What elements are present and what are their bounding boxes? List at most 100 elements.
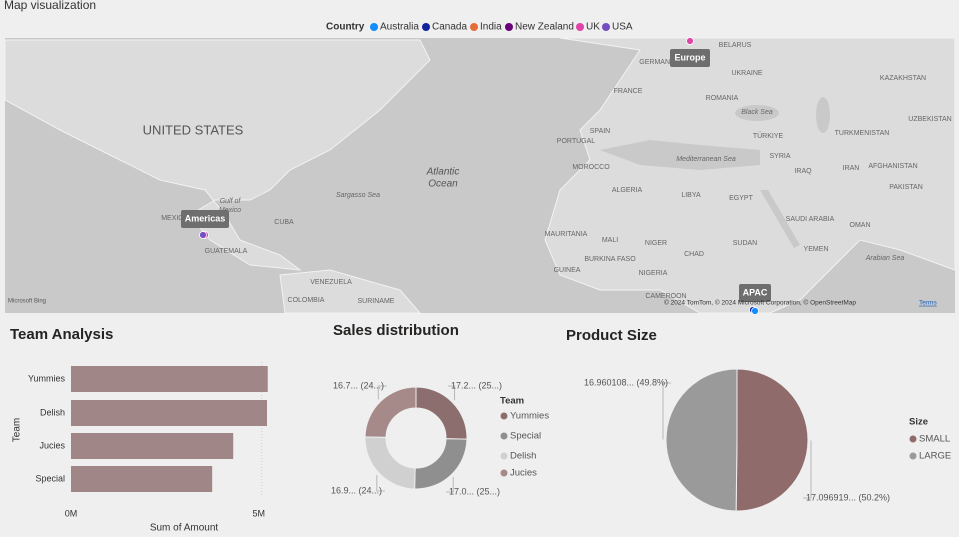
- map-label: PAKISTAN: [889, 184, 923, 191]
- attribution: © 2024 TomTom, © 2024 Microsoft Corporat…: [664, 299, 856, 307]
- map-label: GUATEMALA: [205, 248, 248, 255]
- map-label: Sargasso Sea: [336, 192, 380, 199]
- map-label: ROMANIA: [706, 95, 739, 102]
- legend-marker: [576, 23, 584, 31]
- map-label: BURKINA FASO: [584, 256, 636, 263]
- map-label: OMAN: [850, 222, 871, 229]
- leader-line: [376, 475, 385, 492]
- leader-line: [377, 385, 387, 400]
- map-label: IRAQ: [794, 168, 812, 175]
- data-label: 16.960108... (49.8%): [584, 377, 668, 387]
- legend-label: UK: [586, 22, 600, 33]
- bar: [71, 400, 267, 426]
- map-label: NIGER: [645, 240, 667, 247]
- x-axis-title: Sum of Amount: [150, 523, 219, 534]
- map-point: [751, 307, 759, 315]
- sea: [816, 97, 830, 133]
- chart-title: Sales distribution: [333, 322, 459, 339]
- legend-label: India: [480, 22, 502, 33]
- map-label: UZBEKISTAN: [908, 116, 951, 123]
- y-axis-title: Team: [12, 418, 23, 442]
- map-label: SURINAME: [358, 298, 395, 305]
- y-tick-label: Yummies: [28, 373, 66, 383]
- region-label: APAC: [743, 287, 768, 297]
- segment: [735, 368, 809, 512]
- map-label: Arabian Sea: [865, 255, 905, 262]
- map-label: UNITED STATES: [143, 122, 244, 137]
- legend-marker: [422, 23, 430, 31]
- map-label: GUINEA: [554, 267, 581, 274]
- map-label: Mediterranean Sea: [676, 156, 736, 163]
- attribution: Microsoft Bing: [8, 299, 46, 305]
- data-label: 16.7... (24...): [333, 380, 384, 390]
- map-label: TÜRKIYE: [753, 132, 784, 140]
- legend-label: Jucies: [510, 468, 537, 479]
- region-label: Americas: [185, 213, 226, 223]
- data-label: 16.9... (24...): [331, 485, 382, 495]
- map-label: EGYPT: [729, 195, 753, 202]
- legend-marker: [909, 452, 917, 460]
- map-label: Ocean: [428, 179, 458, 190]
- legend-title: Country: [326, 22, 365, 33]
- y-tick-label: Delish: [40, 407, 65, 417]
- map-label: Black Sea: [741, 109, 773, 116]
- legend-marker: [505, 23, 513, 31]
- region-bubble: [181, 210, 229, 228]
- map-label: UKRAINE: [731, 70, 762, 77]
- legend-title: Team: [500, 396, 524, 407]
- map-label: TURKMENISTAN: [835, 130, 890, 137]
- bar: [71, 433, 234, 459]
- leader-line: [448, 385, 456, 401]
- legend-marker: [500, 469, 508, 477]
- map-label: SUDAN: [733, 240, 758, 247]
- map-label: PORTUGAL: [557, 138, 595, 145]
- map-label: Atlantic: [426, 167, 460, 178]
- attribution-link[interactable]: Terms: [919, 300, 937, 307]
- map-label: AFGHANISTAN: [868, 163, 917, 170]
- x-tick-label: 0M: [65, 508, 78, 518]
- segment: [665, 368, 738, 512]
- legend-label: Canada: [432, 22, 467, 33]
- map-label: YEMEN: [804, 246, 829, 253]
- legend-marker: [500, 432, 508, 440]
- y-tick-label: Jucies: [39, 440, 65, 450]
- x-tick-label: 5M: [252, 508, 265, 518]
- chart-title: Product Size: [566, 327, 657, 344]
- region-bubble: [739, 284, 771, 302]
- map-label: SPAIN: [590, 128, 611, 135]
- map-label: MALI: [602, 237, 618, 244]
- map[interactable]: BELARUS GERMANY UKRAINE KAZAKHSTAN FRANCE ROM…: [4, 37, 956, 315]
- legend-label: LARGE: [919, 451, 951, 462]
- leader-line: [662, 382, 671, 440]
- map-point: [686, 37, 694, 45]
- map-label: SYRIA: [769, 153, 790, 160]
- legend-label: Special: [510, 431, 541, 442]
- map-label: SAUDI ARABIA: [786, 216, 835, 223]
- map-label: MAURITANIA: [545, 231, 588, 238]
- map-label: GERMANY: [639, 59, 675, 66]
- land: [544, 37, 956, 314]
- legend-label: USA: [612, 22, 633, 33]
- map-label: LIBYA: [681, 192, 701, 199]
- sea: [600, 140, 760, 170]
- y-tick-label: Special: [35, 473, 65, 483]
- legend-title: Size: [909, 417, 928, 428]
- legend-marker: [602, 23, 610, 31]
- map-label: ALGERIA: [612, 187, 643, 194]
- legend-label: New Zealand: [515, 22, 574, 33]
- sea: [735, 105, 779, 121]
- legend-marker: [909, 435, 917, 443]
- legend-label: Yummies: [510, 411, 549, 422]
- data-label: 17.2... (25...): [451, 380, 502, 390]
- segment: [364, 386, 417, 438]
- page-title: Map visualization: [4, 0, 96, 12]
- chart-title: Team Analysis: [10, 326, 113, 343]
- legend-marker: [370, 23, 378, 31]
- sea: [760, 190, 800, 248]
- map-label: FRANCE: [614, 88, 643, 95]
- legend-label: Australia: [380, 22, 419, 33]
- legend-label: Delish: [510, 451, 536, 462]
- region-bubble: [670, 49, 710, 67]
- leader-line: [446, 477, 454, 493]
